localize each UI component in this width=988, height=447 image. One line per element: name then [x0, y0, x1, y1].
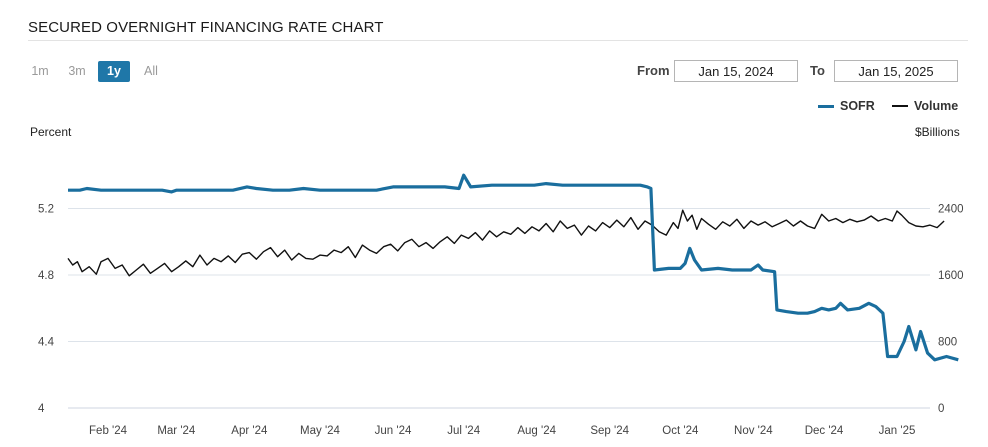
right-tick-label: 800 [938, 337, 957, 349]
legend-volume-swatch [892, 105, 908, 107]
x-tick-label: Mar '24 [157, 425, 196, 437]
volume-series-line [67, 209, 945, 277]
x-tick-label: Feb '24 [89, 425, 128, 437]
title-divider [28, 40, 968, 41]
range-1m-button[interactable]: 1m [31, 64, 49, 78]
legend-sofr[interactable]: SOFR [818, 99, 875, 113]
left-tick-label: 4.4 [38, 337, 55, 349]
x-tick-label: Nov '24 [734, 425, 773, 437]
to-label: To [810, 63, 825, 78]
legend-sofr-swatch [818, 104, 834, 108]
left-tick-label: 5.2 [38, 204, 54, 216]
range-1y-button[interactable]: 1y [98, 61, 130, 82]
range-3m-button[interactable]: 3m [68, 64, 86, 78]
x-tick-label: Oct '24 [662, 425, 699, 437]
from-date-input[interactable] [674, 60, 798, 82]
x-tick-label: Jun '24 [375, 425, 412, 437]
range-all-button[interactable]: All [144, 64, 158, 78]
left-axis-title: Percent [30, 125, 72, 139]
legend-volume-label: Volume [914, 99, 959, 113]
legend-sofr-label: SOFR [840, 99, 875, 113]
x-tick-label: Dec '24 [805, 425, 844, 437]
left-tick-label: 4.8 [38, 270, 54, 282]
sofr-series-line [68, 173, 959, 362]
from-label: From [637, 63, 670, 78]
legend-volume[interactable]: Volume [892, 99, 958, 113]
page-title: SECURED OVERNIGHT FINANCING RATE CHART [28, 19, 384, 36]
x-tick-label: Jul '24 [447, 425, 480, 437]
to-date-input[interactable] [834, 60, 958, 82]
x-tick-label: Apr '24 [231, 425, 268, 437]
x-tick-label: Jan '25 [879, 425, 916, 437]
x-tick-label: May '24 [300, 425, 341, 437]
x-tick-label: Sep '24 [590, 425, 629, 437]
right-tick-label: 0 [938, 403, 944, 415]
right-axis-title: $Billions [915, 125, 960, 139]
left-tick-label: 4 [38, 403, 45, 415]
x-tick-label: Aug '24 [517, 425, 556, 437]
right-tick-label: 1600 [938, 270, 964, 282]
right-tick-label: 2400 [938, 204, 964, 216]
